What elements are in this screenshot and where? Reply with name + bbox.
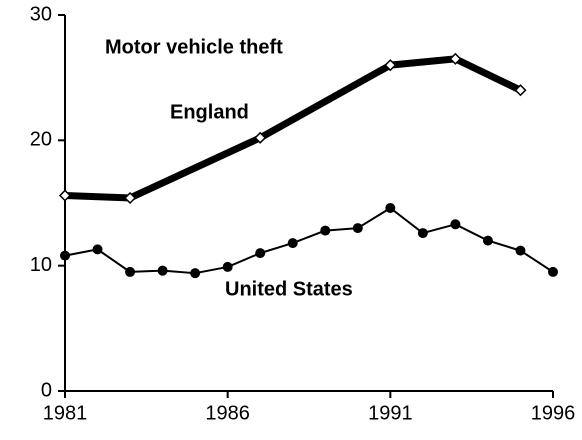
point [92, 244, 103, 255]
point [548, 266, 558, 277]
point [515, 245, 526, 256]
point [287, 238, 298, 249]
point [320, 225, 331, 236]
point [385, 203, 396, 214]
series-line [64, 55, 522, 202]
series-line [64, 207, 554, 275]
y-tick-label: 0 [41, 379, 52, 401]
point [450, 219, 461, 230]
x-tick-label: 1991 [368, 402, 413, 424]
y-tick-label: 30 [30, 3, 52, 25]
point [125, 266, 136, 277]
point [352, 223, 363, 234]
point [58, 189, 72, 202]
chart-title: Motor vehicle theft [105, 36, 283, 58]
series-label: England [170, 101, 249, 123]
point [124, 191, 137, 205]
y-tick-label: 10 [30, 254, 52, 276]
x-tick-label: 1996 [531, 402, 576, 424]
x-tick-label: 1981 [43, 402, 88, 424]
point [514, 84, 527, 97]
point [449, 52, 462, 65]
point [255, 248, 266, 259]
series-label: United States [225, 278, 353, 300]
point [482, 235, 493, 246]
point [157, 265, 168, 276]
point [60, 250, 70, 261]
point [254, 131, 267, 144]
point [222, 261, 233, 272]
y-tick-label: 20 [30, 129, 52, 151]
point [384, 59, 397, 72]
point [190, 268, 201, 279]
x-tick-label: 1986 [205, 402, 250, 424]
point [417, 228, 428, 239]
